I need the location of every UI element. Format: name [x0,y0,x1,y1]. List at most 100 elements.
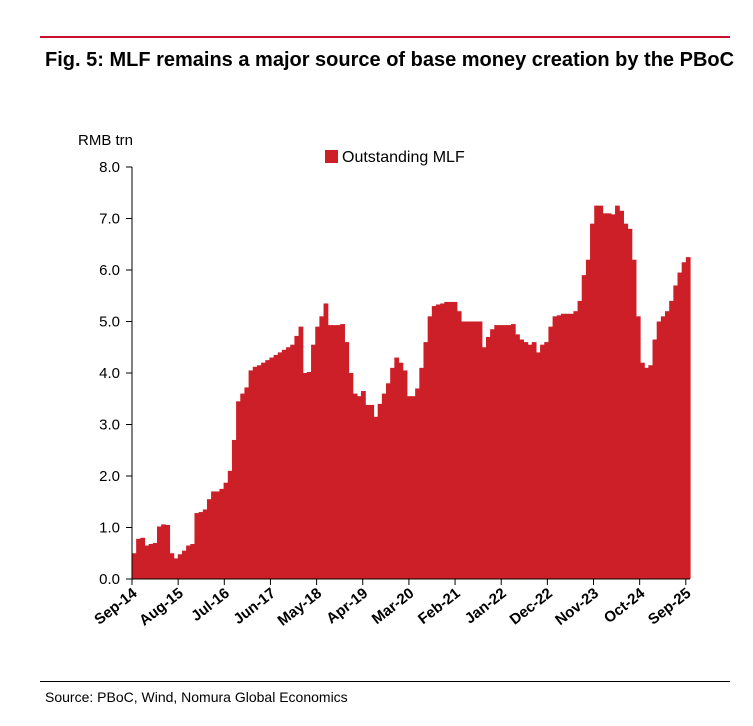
mlf-bar [152,542,158,579]
mlf-bar [631,259,637,579]
mlf-bar [311,344,316,579]
mlf-bar [540,344,545,579]
mlf-bar [573,311,579,579]
mlf-bar [460,321,466,579]
mlf-bar [402,370,408,579]
mlf-bar [673,285,679,579]
mlf-bar [386,383,391,579]
mlf-bar [523,342,529,579]
mlf-bar [685,257,691,580]
mlf-bar [477,321,483,579]
mlf-bar [444,301,450,579]
mlf-bar [527,344,533,579]
mlf-bar [231,439,237,579]
mlf-bar [481,347,487,579]
mlf-bar [140,537,146,579]
x-tick-label: Sep-14 [91,584,141,628]
mlf-bar [548,326,554,579]
mlf-bar [181,550,187,579]
mlf-bar [469,321,475,579]
mlf-bar [206,499,212,579]
mlf-bar [510,324,516,579]
x-tick-label: Nov-23 [552,585,602,629]
mlf-bar [490,329,495,579]
mlf-bar [627,228,633,580]
mlf-bar [669,300,674,579]
mlf-bar [348,373,354,579]
source-divider [40,681,730,682]
mlf-bar [132,553,137,579]
x-tick-label: Apr-19 [323,585,371,628]
mlf-bar [465,321,470,579]
mlf-bar [623,223,629,579]
mlf-bar [219,488,225,580]
mlf-bar [515,334,520,580]
mlf-bar [356,396,362,579]
mlf-bar [319,316,325,579]
y-tick-label: 6.0 [99,262,120,279]
mlf-bar [456,311,462,579]
x-tick-label: May-18 [275,585,326,630]
mlf-bar [365,404,370,579]
mlf-bar [423,342,429,579]
mlf-bar [286,347,291,579]
mlf-bar [602,213,608,579]
x-tick-label: Dec-22 [507,585,556,629]
y-tick-label: 5.0 [99,314,120,331]
mlf-bar [560,313,566,579]
mlf-bar [202,509,208,579]
mlf-bar [390,367,395,579]
mlf-bar [569,313,574,579]
mlf-bar [590,223,595,579]
mlf-bar [156,526,162,579]
mlf-bar [281,349,287,579]
mlf-bar [144,545,150,579]
mlf-bar [556,315,562,579]
mlf-bar [373,416,379,579]
mlf-bar [148,543,154,579]
mlf-bar [431,306,437,579]
mlf-bar [215,491,221,579]
mlf-bar [323,303,329,579]
mlf-bar [640,362,645,579]
mlf-bar [186,545,191,579]
mlf-bar [485,336,491,579]
mlf-bar [252,366,258,579]
mlf-bar [531,342,537,579]
mlf-bar [369,404,375,579]
mlf-bar [411,396,416,579]
mlf-bar [340,324,345,579]
mlf-bar [290,344,295,579]
mlf-bar [427,316,433,579]
mlf-bar [169,553,175,579]
legend-label: Outstanding MLF [342,149,465,166]
title-top-rule [40,36,730,38]
mlf-bar [161,524,166,579]
mlf-bar [361,391,366,579]
y-axis-label: RMB trn [78,132,133,149]
mlf-bar [565,313,570,579]
mlf-bar [240,393,246,579]
x-tick-label: Feb-21 [415,585,464,628]
mlf-bar [585,259,591,579]
mlf-bar [344,342,350,579]
mlf-bar [552,316,558,579]
mlf-bar [277,352,283,579]
mlf-bar [336,325,341,579]
mlf-bar [440,303,445,579]
mlf-bar [298,326,304,579]
mlf-bar [648,365,654,579]
mlf-bar [519,339,525,579]
mlf-bar [248,370,254,579]
mlf-bar [306,371,312,579]
mlf-bar [377,403,383,579]
mlf-bar [660,316,666,579]
mlf-bar [331,325,337,579]
mlf-bar [606,213,612,579]
mlf-bar [398,362,404,579]
mlf-bar [227,470,233,579]
mlf-bar [394,357,400,579]
y-tick-label: 7.0 [99,211,120,228]
mlf-bar [194,513,200,579]
